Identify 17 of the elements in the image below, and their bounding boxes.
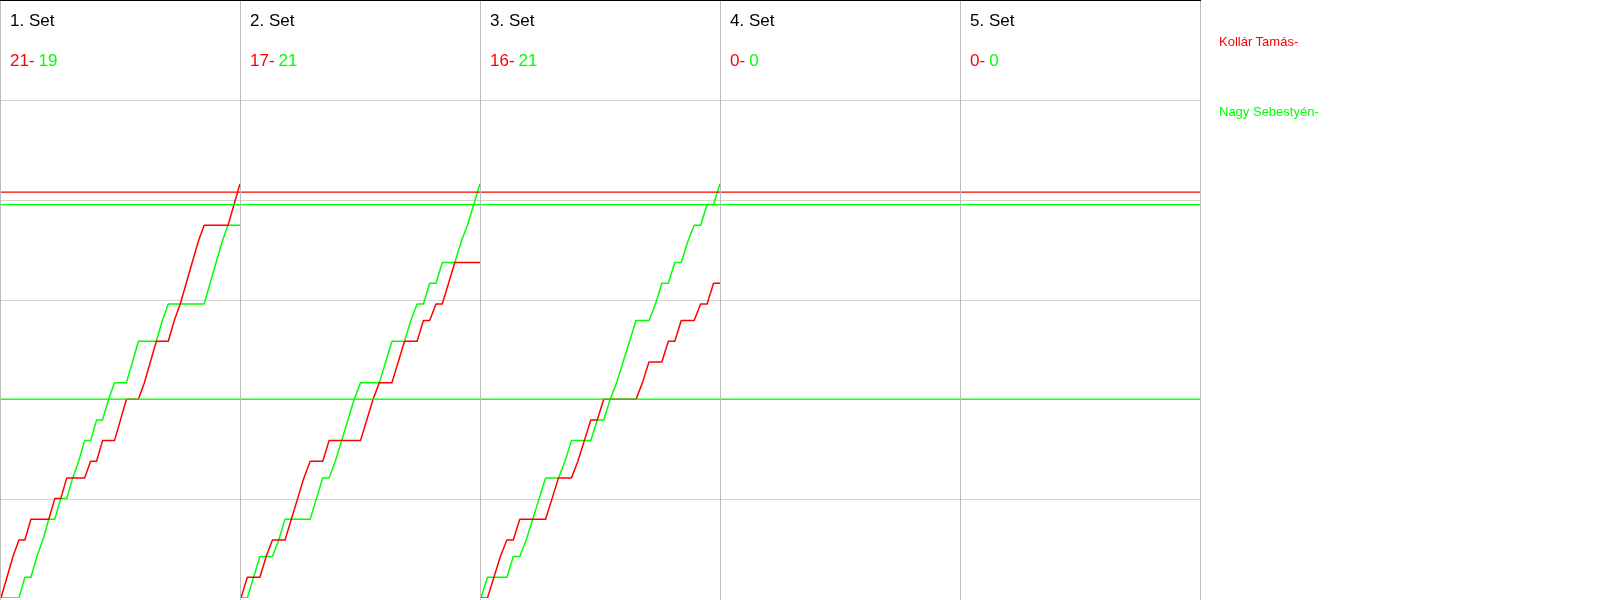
text: 4. Set [730, 11, 775, 31]
chart-title: 3. Set [490, 11, 535, 31]
text: 0- [730, 51, 746, 70]
text: 0 [749, 51, 759, 70]
text: 0- [970, 51, 986, 70]
text: 5. Set [970, 11, 1015, 31]
text: Nagy Sebestyén- [1219, 104, 1319, 121]
text: 21 [518, 51, 538, 70]
text: 17- [250, 51, 275, 70]
text: 21 [278, 51, 298, 70]
text: 21- [10, 51, 35, 70]
text: 19 [38, 51, 58, 70]
chart-title: 1. Set [10, 11, 55, 31]
text: 16- [490, 51, 515, 70]
text: Kollár Tamás- [1219, 34, 1300, 51]
text: 0 [989, 51, 999, 70]
chart-title: 2. Set [250, 11, 295, 31]
